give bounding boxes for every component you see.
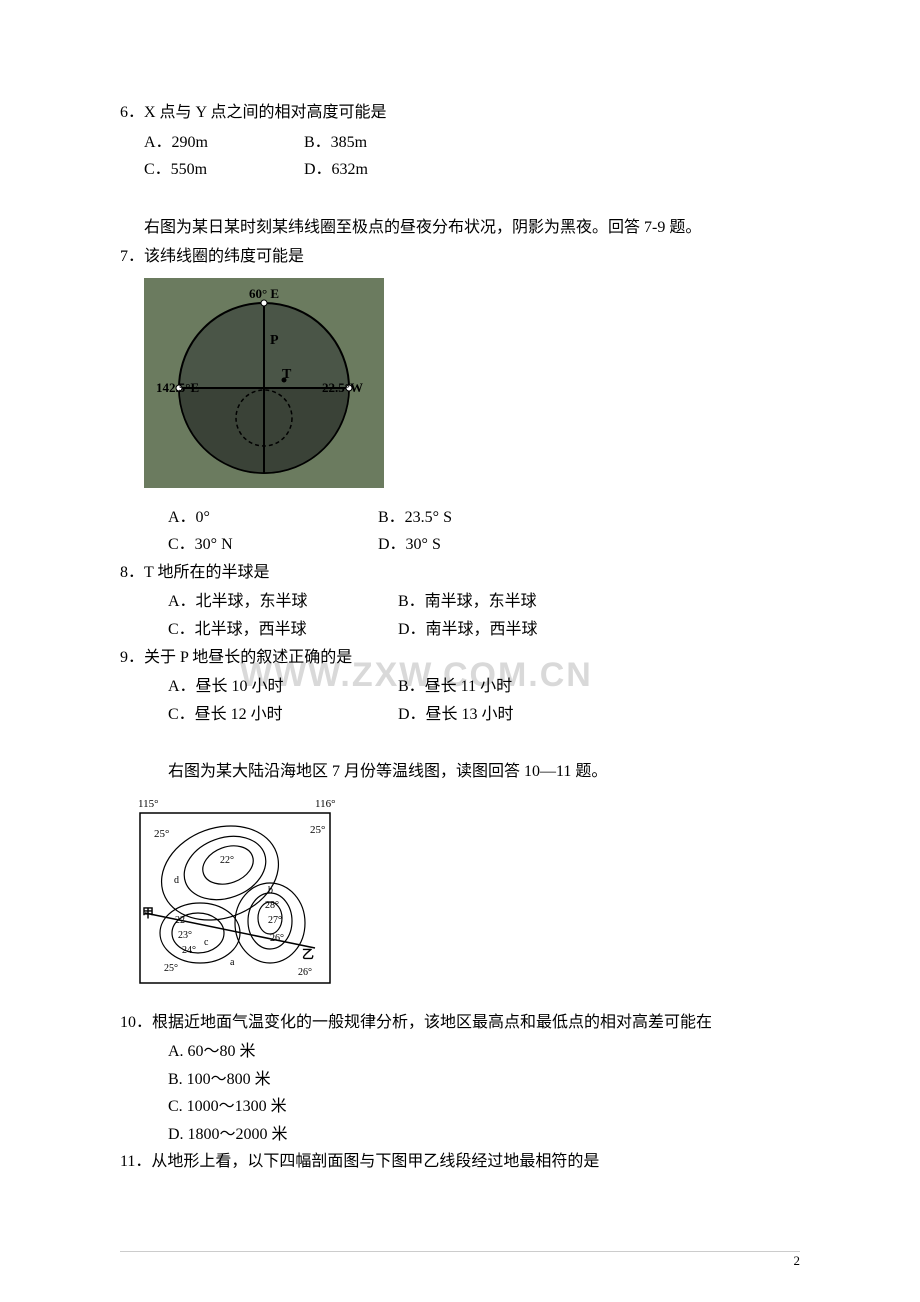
svg-text:25°: 25°	[164, 963, 178, 974]
svg-text:115°: 115°	[138, 798, 159, 810]
q6-opt-c: C．550m	[144, 157, 304, 183]
page-number: 2	[794, 1251, 801, 1272]
q10-opt-c: C. 1000～1300 米	[120, 1094, 800, 1120]
q7-text: 7．该纬线圈的纬度可能是	[120, 244, 800, 270]
q8-opt-b: B．南半球，东半球	[398, 589, 537, 615]
document-content: 6．X 点与 Y 点之间的相对高度可能是 A．290m B．385m C．550…	[120, 100, 800, 1175]
q11-text: 11．从地形上看，以下四幅剖面图与下图甲乙线段经过地最相符的是	[120, 1149, 800, 1175]
svg-text:22: 22	[175, 915, 185, 926]
svg-text:26°: 26°	[270, 933, 284, 944]
q6-text: 6．X 点与 Y 点之间的相对高度可能是	[120, 100, 800, 126]
svg-text:甲: 甲	[142, 906, 154, 920]
group7-9-intro: 右图为某日某时刻某纬线圈至极点的昼夜分布状况，阴影为黑夜。回答 7-9 题。	[120, 215, 800, 241]
svg-text:25°: 25°	[310, 824, 325, 836]
q6-opt-b: B．385m	[304, 130, 367, 156]
footer-divider	[120, 1251, 800, 1252]
q8-opt-c: C．北半球，西半球	[168, 617, 398, 643]
q7-opt-a: A．0°	[168, 505, 378, 531]
q7-options-row2: C．30° N D．30° S	[120, 532, 800, 558]
q7-opt-c: C．30° N	[168, 532, 378, 558]
svg-text:26°: 26°	[298, 967, 312, 978]
q6-opt-d: D．632m	[304, 157, 368, 183]
svg-text:25°: 25°	[154, 828, 169, 840]
q10-opt-a: A. 60～80 米	[120, 1039, 800, 1065]
q9-opt-b: B．昼长 11 小时	[398, 674, 512, 700]
q8-options-row1: A．北半球，东半球 B．南半球，东半球	[120, 589, 800, 615]
q7-options-row1: A．0° B．23.5° S	[120, 505, 800, 531]
svg-text:27°: 27°	[268, 915, 282, 926]
q8-options-row2: C．北半球，西半球 D．南半球，西半球	[120, 617, 800, 643]
q8-opt-a: A．北半球，东半球	[168, 589, 398, 615]
q6-options-row1: A．290m B．385m	[120, 130, 800, 156]
q9-options-row2: C．昼长 12 小时 D．昼长 13 小时	[120, 702, 800, 728]
q8-opt-d: D．南半球，西半球	[398, 617, 538, 643]
svg-text:116°: 116°	[315, 798, 336, 810]
svg-text:23°: 23°	[178, 930, 192, 941]
svg-text:24°: 24°	[182, 945, 196, 956]
svg-text:a: a	[230, 957, 235, 968]
svg-text:b: b	[268, 885, 273, 896]
figure-contour-map: 115° 116° 25° 25° 22° 28° 27° 26° 22 23°…	[120, 793, 800, 1002]
svg-text:乙: 乙	[302, 947, 314, 961]
svg-text:22.5°W: 22.5°W	[322, 380, 363, 395]
svg-text:60° E: 60° E	[249, 286, 279, 301]
svg-text:22°: 22°	[220, 855, 234, 866]
q9-opt-d: D．昼长 13 小时	[398, 702, 514, 728]
svg-text:P: P	[270, 333, 279, 348]
q9-options-row1: A．昼长 10 小时 B．昼长 11 小时	[120, 674, 800, 700]
q7-opt-b: B．23.5° S	[378, 505, 452, 531]
q9-text: 9．关于 P 地昼长的叙述正确的是	[120, 645, 800, 671]
svg-text:c: c	[204, 937, 209, 948]
q9-opt-c: C．昼长 12 小时	[168, 702, 398, 728]
q10-opt-d: D. 1800～2000 米	[120, 1122, 800, 1148]
q7-opt-d: D．30° S	[378, 532, 441, 558]
figure-polar-diagram: 60° E 142.5°E 22.5°W P T	[144, 278, 800, 497]
svg-text:T: T	[282, 367, 292, 382]
svg-text:d: d	[174, 875, 179, 886]
svg-text:28°: 28°	[265, 900, 279, 911]
group10-11-intro: 右图为某大陆沿海地区 7 月份等温线图，读图回答 10—11 题。	[120, 759, 800, 785]
q10-text: 10．根据近地面气温变化的一般规律分析，该地区最高点和最低点的相对高差可能在	[120, 1010, 800, 1036]
q9-opt-a: A．昼长 10 小时	[168, 674, 398, 700]
q8-text: 8．T 地所在的半球是	[120, 560, 800, 586]
q10-opt-b: B. 100～800 米	[120, 1067, 800, 1093]
q6-opt-a: A．290m	[144, 130, 304, 156]
svg-text:142.5°E: 142.5°E	[156, 380, 199, 395]
q6-options-row2: C．550m D．632m	[120, 157, 800, 183]
